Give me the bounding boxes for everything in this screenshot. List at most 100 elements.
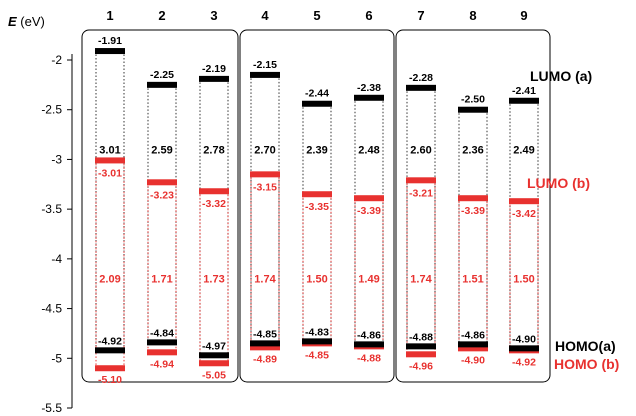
- homo-a-label: -4.85: [253, 328, 277, 340]
- lumo-a-label: -1.91: [98, 35, 122, 47]
- lumo-a-label: -2.41: [512, 85, 536, 97]
- lumo-b-level-bar: [250, 171, 280, 178]
- homo-a-level-bar: [147, 339, 177, 346]
- y-axis-title-unit: (eV): [17, 14, 45, 29]
- homo-a-label: -4.84: [150, 327, 174, 339]
- homo-a-label: -4.97: [202, 340, 226, 352]
- homo-b-level-bar: [95, 365, 125, 372]
- y-tick-label: -5: [51, 351, 62, 365]
- homo-a-label: -4.92: [98, 335, 122, 347]
- lumo-b-level-bar: [458, 195, 488, 202]
- homo-a-level-bar: [95, 347, 125, 354]
- lumo-b-label: -3.23: [150, 189, 174, 201]
- homo-b-level-bar: [458, 345, 488, 352]
- lumo-b-level-bar: [406, 177, 436, 184]
- gap-a-label: 2.39: [306, 144, 327, 156]
- lumo-a-level-bar: [406, 84, 436, 91]
- gap-a-label: 2.60: [410, 144, 431, 156]
- homo-b-label: -5.05: [202, 369, 226, 381]
- lumo-a-label: -2.25: [150, 69, 174, 81]
- gap-a-label: 3.01: [99, 144, 120, 156]
- lumo-a-level-bar: [199, 75, 229, 82]
- homo-a-label: -4.88: [409, 331, 433, 343]
- homo-a-level-bar: [406, 343, 436, 350]
- category-label: 3: [210, 8, 217, 23]
- lumo-b-label: -3.01: [98, 167, 122, 179]
- homo-b-label: -4.92: [512, 356, 536, 368]
- gap-a-label: 2.36: [462, 144, 483, 156]
- category-label: 5: [313, 8, 320, 23]
- lumo-b-label: -3.39: [461, 205, 485, 217]
- category-label: 9: [520, 8, 527, 23]
- homo-b-label: -4.94: [150, 358, 174, 370]
- homo-a-level-bar: [509, 345, 539, 352]
- lumo-b-level-bar: [95, 157, 125, 164]
- gap-b-label: 1.49: [358, 274, 379, 286]
- lumo-a-level-bar: [509, 97, 539, 104]
- gap-a-label: 2.59: [151, 144, 172, 156]
- gap-b-label: 1.51: [462, 274, 483, 286]
- y-tick-label: -4: [51, 252, 62, 266]
- homo-b-level-bar: [199, 360, 229, 367]
- y-tick-label: -2: [51, 53, 62, 67]
- gap-b-label: 1.71: [151, 274, 172, 286]
- legend-homo-a: HOMO(a): [555, 338, 616, 354]
- lumo-b-level-bar: [147, 179, 177, 186]
- homo-b-label: -4.96: [409, 360, 433, 372]
- gap-a-label: 2.49: [513, 144, 534, 156]
- lumo-a-level-bar: [458, 106, 488, 113]
- legend-homo-b: HOMO (b): [554, 356, 620, 372]
- homo-a-label: -4.90: [512, 333, 536, 345]
- gap-a-label: 2.70: [254, 144, 275, 156]
- homo-b-level-bar: [250, 344, 280, 351]
- lumo-a-level-bar: [250, 71, 280, 78]
- lumo-b-label: -3.15: [253, 181, 277, 193]
- lumo-b-level-bar: [354, 195, 384, 202]
- homo-a-level-bar: [354, 341, 384, 348]
- homo-a-level-bar: [458, 341, 488, 348]
- lumo-b-label: -3.39: [357, 205, 381, 217]
- category-label: 6: [365, 8, 372, 23]
- lumo-b-level-bar: [509, 198, 539, 205]
- gap-b-label: 1.50: [306, 274, 327, 286]
- y-tick-label: -4.5: [41, 302, 62, 316]
- legend-lumo-a: LUMO (a): [530, 68, 593, 84]
- lumo-a-label: -2.28: [409, 72, 433, 84]
- lumo-a-label: -2.50: [461, 94, 485, 106]
- y-tick-label: -5.5: [41, 401, 62, 415]
- group-box-2: [239, 29, 395, 383]
- gap-b-label: 1.74: [410, 274, 432, 286]
- legend-lumo-b: LUMO (b): [527, 175, 590, 191]
- gap-b-label: 1.50: [513, 274, 534, 286]
- gap-b-label: 1.74: [254, 274, 276, 286]
- lumo-b-label: -3.32: [202, 198, 226, 210]
- lumo-b-label: -3.42: [512, 208, 536, 220]
- homo-b-label: -4.89: [253, 353, 277, 365]
- lumo-a-label: -2.19: [202, 63, 226, 75]
- homo-b-level-bar: [147, 349, 177, 356]
- homo-a-level-bar: [199, 352, 229, 359]
- category-label: 8: [469, 8, 476, 23]
- y-tick-label: -3.5: [41, 202, 62, 216]
- category-label: 4: [261, 8, 269, 23]
- lumo-a-level-bar: [147, 81, 177, 88]
- homo-b-label: -4.90: [461, 354, 485, 366]
- homo-a-level-bar: [250, 340, 280, 347]
- y-axis-title-symbol: E: [8, 14, 17, 29]
- lumo-a-label: -2.38: [357, 82, 381, 94]
- gap-b-label: 1.73: [203, 274, 224, 286]
- lumo-b-label: -3.35: [305, 201, 329, 213]
- homo-b-label: -4.85: [305, 349, 329, 361]
- lumo-b-level-bar: [199, 188, 229, 195]
- lumo-a-level-bar: [354, 94, 384, 101]
- category-label: 1: [106, 8, 113, 23]
- category-label: 7: [417, 8, 424, 23]
- lumo-a-level-bar: [95, 48, 125, 55]
- gap-b-label: 2.09: [99, 274, 120, 286]
- lumo-a-label: -2.15: [253, 59, 277, 71]
- y-axis-title: E (eV): [8, 14, 45, 29]
- group-box-1: [81, 29, 239, 383]
- y-tick-label: -2.5: [41, 103, 62, 117]
- homo-b-label: -5.10: [98, 374, 122, 386]
